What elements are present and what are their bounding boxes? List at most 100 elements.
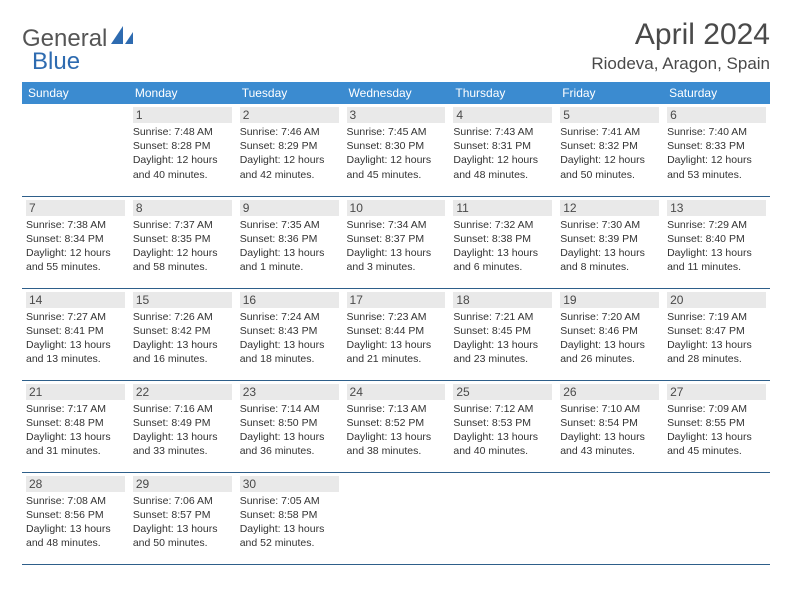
calendar-cell: 10 Sunrise: 7:34 AMSunset: 8:37 PMDayligh… xyxy=(343,196,450,288)
day-details: Sunrise: 7:06 AMSunset: 8:57 PMDaylight:… xyxy=(133,494,232,551)
day-number: 28 xyxy=(26,476,125,492)
weekday-header: Saturday xyxy=(663,82,770,104)
calendar-cell: 15Sunrise: 7:26 AMSunset: 8:42 PMDayligh… xyxy=(129,288,236,380)
day-details: Sunrise: 7:16 AMSunset: 8:49 PMDaylight:… xyxy=(133,402,232,459)
day-number: 22 xyxy=(133,384,232,400)
day-number: 7 xyxy=(26,200,125,216)
calendar-cell: 28 Sunrise: 7:08 AMSunset: 8:56 PMDayligh… xyxy=(22,472,129,564)
calendar-cell: 26Sunrise: 7:10 AMSunset: 8:54 PMDayligh… xyxy=(556,380,663,472)
day-details: Sunrise: 7:37 AMSunset: 8:35 PMDaylight:… xyxy=(133,218,232,275)
calendar-cell: 7 Sunrise: 7:38 AMSunset: 8:34 PMDaylight… xyxy=(22,196,129,288)
day-details: Sunrise: 7:30 AMSunset: 8:39 PMDaylight:… xyxy=(560,218,659,275)
calendar-cell xyxy=(343,472,450,564)
day-details: Sunrise: 7:46 AMSunset: 8:29 PMDaylight:… xyxy=(240,125,339,182)
day-details: Sunrise: 7:45 AMSunset: 8:30 PMDaylight:… xyxy=(347,125,446,182)
day-details: Sunrise: 7:12 AMSunset: 8:53 PMDaylight:… xyxy=(453,402,552,459)
calendar-cell: 16Sunrise: 7:24 AMSunset: 8:43 PMDayligh… xyxy=(236,288,343,380)
day-number: 3 xyxy=(347,107,446,123)
brand-part2: Blue xyxy=(32,48,80,76)
calendar-cell: 12 Sunrise: 7:30 AMSunset: 8:39 PMDayligh… xyxy=(556,196,663,288)
day-details: Sunrise: 7:13 AMSunset: 8:52 PMDaylight:… xyxy=(347,402,446,459)
day-number: 17 xyxy=(347,292,446,308)
calendar-cell: 2Sunrise: 7:46 AMSunset: 8:29 PMDaylight… xyxy=(236,104,343,196)
calendar-cell: 29Sunrise: 7:06 AMSunset: 8:57 PMDayligh… xyxy=(129,472,236,564)
calendar-cell: 27 Sunrise: 7:09 AMSunset: 8:55 PMDayligh… xyxy=(663,380,770,472)
calendar-cell: 19 Sunrise: 7:20 AMSunset: 8:46 PMDayligh… xyxy=(556,288,663,380)
day-number: 8 xyxy=(133,200,232,216)
calendar-cell: 30 Sunrise: 7:05 AMSunset: 8:58 PMDayligh… xyxy=(236,472,343,564)
day-details: Sunrise: 7:26 AMSunset: 8:42 PMDaylight:… xyxy=(133,310,232,367)
calendar-header-row: SundayMondayTuesdayWednesdayThursdayFrid… xyxy=(22,82,770,104)
location: Riodeva, Aragon, Spain xyxy=(591,54,770,74)
day-number: 24 xyxy=(347,384,446,400)
month-title: April 2024 xyxy=(591,18,770,52)
day-details: Sunrise: 7:21 AMSunset: 8:45 PMDaylight:… xyxy=(453,310,552,367)
weekday-header: Monday xyxy=(129,82,236,104)
weekday-header: Tuesday xyxy=(236,82,343,104)
header: General April 2024 Riodeva, Aragon, Spai… xyxy=(22,18,770,74)
day-details: Sunrise: 7:27 AMSunset: 8:41 PMDaylight:… xyxy=(26,310,125,367)
day-number: 9 xyxy=(240,200,339,216)
day-number: 26 xyxy=(560,384,659,400)
day-details: Sunrise: 7:41 AMSunset: 8:32 PMDaylight:… xyxy=(560,125,659,182)
day-number: 1 xyxy=(133,107,232,123)
day-details: Sunrise: 7:29 AMSunset: 8:40 PMDaylight:… xyxy=(667,218,766,275)
day-details: Sunrise: 7:40 AMSunset: 8:33 PMDaylight:… xyxy=(667,125,766,182)
weekday-header: Sunday xyxy=(22,82,129,104)
day-details: Sunrise: 7:23 AMSunset: 8:44 PMDaylight:… xyxy=(347,310,446,367)
calendar-row: 14 Sunrise: 7:27 AMSunset: 8:41 PMDayligh… xyxy=(22,288,770,380)
calendar-cell: 25Sunrise: 7:12 AMSunset: 8:53 PMDayligh… xyxy=(449,380,556,472)
weekday-header: Friday xyxy=(556,82,663,104)
calendar-cell xyxy=(663,472,770,564)
day-details: Sunrise: 7:38 AMSunset: 8:34 PMDaylight:… xyxy=(26,218,125,275)
day-details: Sunrise: 7:05 AMSunset: 8:58 PMDaylight:… xyxy=(240,494,339,551)
calendar-cell xyxy=(22,104,129,196)
calendar-cell: 9 Sunrise: 7:35 AMSunset: 8:36 PMDaylight… xyxy=(236,196,343,288)
weekday-header: Wednesday xyxy=(343,82,450,104)
day-number: 21 xyxy=(26,384,125,400)
calendar-cell: 3 Sunrise: 7:45 AMSunset: 8:30 PMDaylight… xyxy=(343,104,450,196)
calendar-cell: 13 Sunrise: 7:29 AMSunset: 8:40 PMDayligh… xyxy=(663,196,770,288)
calendar-row: 7 Sunrise: 7:38 AMSunset: 8:34 PMDaylight… xyxy=(22,196,770,288)
calendar-cell: 22 Sunrise: 7:16 AMSunset: 8:49 PMDayligh… xyxy=(129,380,236,472)
title-block: April 2024 Riodeva, Aragon, Spain xyxy=(591,18,770,74)
day-details: Sunrise: 7:09 AMSunset: 8:55 PMDaylight:… xyxy=(667,402,766,459)
day-details: Sunrise: 7:08 AMSunset: 8:56 PMDaylight:… xyxy=(26,494,125,551)
calendar-cell: 24 Sunrise: 7:13 AMSunset: 8:52 PMDayligh… xyxy=(343,380,450,472)
calendar-cell xyxy=(449,472,556,564)
day-number: 23 xyxy=(240,384,339,400)
day-number: 13 xyxy=(667,200,766,216)
day-details: Sunrise: 7:43 AMSunset: 8:31 PMDaylight:… xyxy=(453,125,552,182)
day-number: 30 xyxy=(240,476,339,492)
calendar-row: 21 Sunrise: 7:17 AMSunset: 8:48 PMDayligh… xyxy=(22,380,770,472)
day-details: Sunrise: 7:34 AMSunset: 8:37 PMDaylight:… xyxy=(347,218,446,275)
day-number: 11 xyxy=(453,200,552,216)
calendar-cell: 5Sunrise: 7:41 AMSunset: 8:32 PMDaylight… xyxy=(556,104,663,196)
day-number: 14 xyxy=(26,292,125,308)
day-details: Sunrise: 7:19 AMSunset: 8:47 PMDaylight:… xyxy=(667,310,766,367)
calendar-cell xyxy=(556,472,663,564)
day-number: 12 xyxy=(560,200,659,216)
day-number: 10 xyxy=(347,200,446,216)
day-details: Sunrise: 7:17 AMSunset: 8:48 PMDaylight:… xyxy=(26,402,125,459)
calendar-cell: 1 Sunrise: 7:48 AMSunset: 8:28 PMDaylight… xyxy=(129,104,236,196)
day-number: 4 xyxy=(453,107,552,123)
day-number: 19 xyxy=(560,292,659,308)
day-details: Sunrise: 7:35 AMSunset: 8:36 PMDaylight:… xyxy=(240,218,339,275)
calendar-cell: 14 Sunrise: 7:27 AMSunset: 8:41 PMDayligh… xyxy=(22,288,129,380)
day-number: 6 xyxy=(667,107,766,123)
calendar-cell: 18 Sunrise: 7:21 AMSunset: 8:45 PMDayligh… xyxy=(449,288,556,380)
day-number: 18 xyxy=(453,292,552,308)
day-details: Sunrise: 7:20 AMSunset: 8:46 PMDaylight:… xyxy=(560,310,659,367)
calendar-table: SundayMondayTuesdayWednesdayThursdayFrid… xyxy=(22,82,770,565)
day-details: Sunrise: 7:32 AMSunset: 8:38 PMDaylight:… xyxy=(453,218,552,275)
sail-icon xyxy=(109,24,135,53)
calendar-cell: 21 Sunrise: 7:17 AMSunset: 8:48 PMDayligh… xyxy=(22,380,129,472)
day-details: Sunrise: 7:48 AMSunset: 8:28 PMDaylight:… xyxy=(133,125,232,182)
calendar-row: 1 Sunrise: 7:48 AMSunset: 8:28 PMDaylight… xyxy=(22,104,770,196)
day-number: 27 xyxy=(667,384,766,400)
calendar-cell: 20Sunrise: 7:19 AMSunset: 8:47 PMDayligh… xyxy=(663,288,770,380)
day-details: Sunrise: 7:14 AMSunset: 8:50 PMDaylight:… xyxy=(240,402,339,459)
calendar-cell: 23 Sunrise: 7:14 AMSunset: 8:50 PMDayligh… xyxy=(236,380,343,472)
calendar-cell: 11 Sunrise: 7:32 AMSunset: 8:38 PMDayligh… xyxy=(449,196,556,288)
